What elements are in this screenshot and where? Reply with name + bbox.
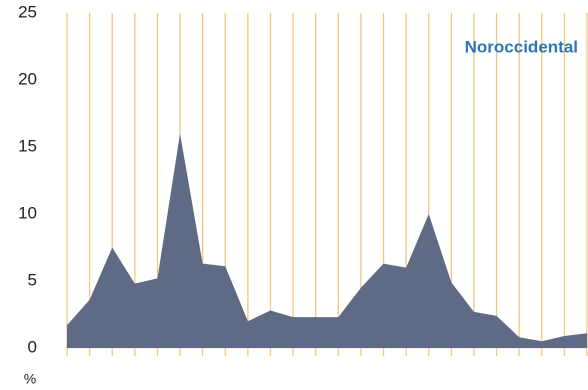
- chart-title: Noroccidental: [465, 37, 578, 56]
- y-axis-label: %: [24, 371, 36, 387]
- y-tick-label: 15: [18, 136, 37, 155]
- y-tick-label: 5: [28, 270, 37, 289]
- area: [67, 133, 587, 348]
- y-tick-label: 25: [18, 2, 37, 21]
- plot: 0 5 10 15 20 25: [18, 2, 588, 356]
- y-tick-label: 0: [28, 337, 37, 356]
- y-tick-label: 20: [18, 69, 37, 88]
- y-tick-label: 10: [18, 203, 37, 222]
